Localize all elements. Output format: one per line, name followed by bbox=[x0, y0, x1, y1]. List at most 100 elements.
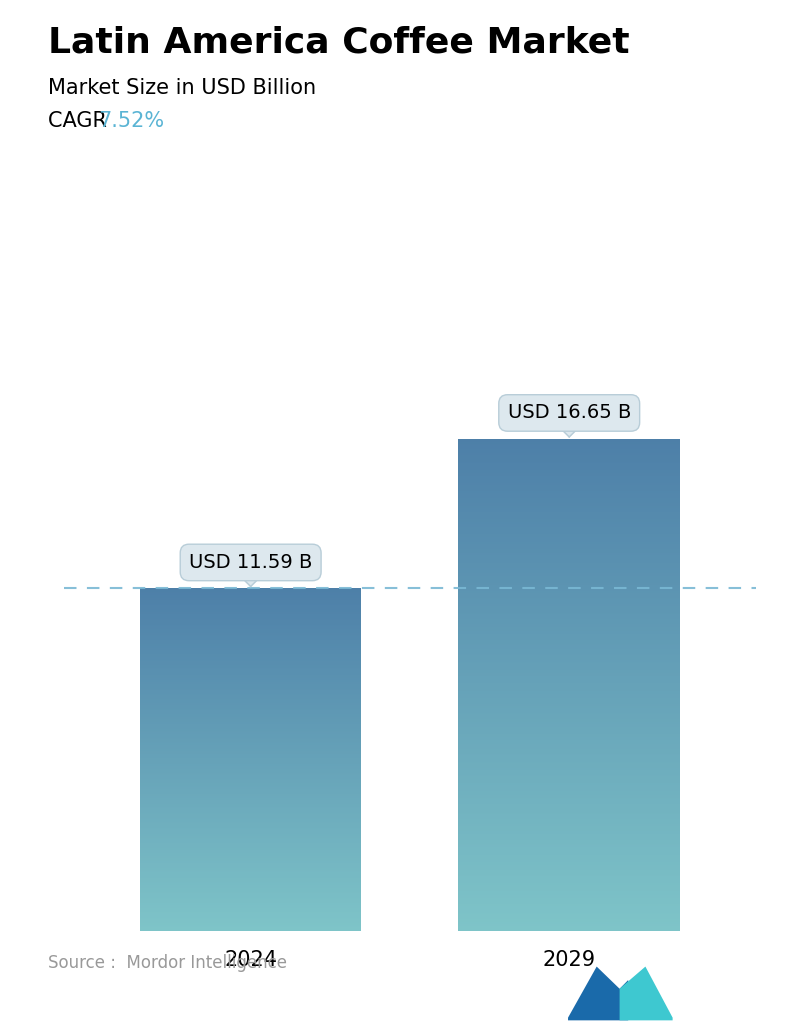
Bar bbox=[458, 743, 680, 746]
Bar bbox=[140, 686, 361, 687]
Bar bbox=[140, 889, 361, 890]
Polygon shape bbox=[619, 967, 673, 1021]
Bar bbox=[458, 493, 680, 494]
Bar bbox=[458, 920, 680, 922]
Bar bbox=[140, 910, 361, 911]
Bar bbox=[458, 668, 680, 670]
Bar bbox=[140, 646, 361, 647]
Bar bbox=[458, 731, 680, 732]
Text: USD 16.65 B: USD 16.65 B bbox=[508, 403, 631, 423]
Bar bbox=[458, 527, 680, 529]
Bar bbox=[140, 687, 361, 688]
Bar bbox=[140, 681, 361, 682]
Bar bbox=[458, 796, 680, 798]
Bar bbox=[458, 719, 680, 721]
Bar bbox=[458, 671, 680, 673]
Bar bbox=[140, 739, 361, 740]
Bar bbox=[458, 788, 680, 790]
Bar bbox=[140, 647, 361, 648]
Bar bbox=[458, 754, 680, 755]
Bar bbox=[458, 475, 680, 477]
Bar bbox=[140, 764, 361, 765]
Bar bbox=[458, 881, 680, 883]
Bar bbox=[458, 900, 680, 901]
Bar bbox=[458, 565, 680, 567]
Bar bbox=[140, 809, 361, 810]
Polygon shape bbox=[568, 967, 628, 1021]
Bar bbox=[140, 610, 361, 611]
Bar bbox=[458, 503, 680, 505]
Bar bbox=[458, 595, 680, 597]
Bar bbox=[458, 701, 680, 703]
Bar bbox=[458, 927, 680, 929]
Bar bbox=[458, 925, 680, 927]
Bar bbox=[458, 438, 680, 440]
Bar bbox=[140, 648, 361, 649]
Bar bbox=[458, 785, 680, 786]
Bar bbox=[458, 916, 680, 917]
Bar bbox=[140, 614, 361, 615]
Bar bbox=[458, 556, 680, 558]
Bar bbox=[458, 679, 680, 681]
Bar bbox=[140, 729, 361, 730]
Bar bbox=[458, 873, 680, 875]
Bar bbox=[458, 440, 680, 442]
Bar bbox=[458, 696, 680, 698]
Bar bbox=[458, 768, 680, 770]
Bar bbox=[458, 737, 680, 738]
Bar bbox=[458, 703, 680, 704]
Bar bbox=[458, 870, 680, 872]
Bar bbox=[140, 825, 361, 827]
Bar bbox=[458, 801, 680, 802]
Bar bbox=[140, 868, 361, 869]
Bar bbox=[458, 604, 680, 606]
Bar bbox=[458, 639, 680, 640]
Bar bbox=[140, 711, 361, 712]
Bar bbox=[458, 822, 680, 824]
Bar bbox=[458, 729, 680, 731]
Bar bbox=[140, 805, 361, 807]
Bar bbox=[140, 856, 361, 857]
Bar bbox=[458, 818, 680, 819]
Bar bbox=[140, 817, 361, 818]
Bar bbox=[140, 723, 361, 724]
Bar bbox=[458, 903, 680, 905]
Bar bbox=[458, 486, 680, 488]
Bar bbox=[140, 710, 361, 711]
Bar bbox=[140, 599, 361, 600]
Bar bbox=[458, 454, 680, 455]
Bar bbox=[140, 919, 361, 920]
Bar bbox=[140, 922, 361, 923]
Bar bbox=[140, 860, 361, 861]
Bar bbox=[458, 542, 680, 544]
Bar bbox=[140, 866, 361, 868]
Bar bbox=[458, 485, 680, 486]
Bar bbox=[140, 733, 361, 734]
Bar bbox=[458, 819, 680, 821]
Bar bbox=[140, 862, 361, 863]
Bar bbox=[140, 803, 361, 805]
Bar bbox=[140, 832, 361, 833]
Bar bbox=[140, 671, 361, 673]
Bar bbox=[140, 604, 361, 605]
Bar bbox=[458, 642, 680, 643]
Bar bbox=[458, 877, 680, 878]
Bar bbox=[140, 668, 361, 669]
Bar bbox=[458, 906, 680, 908]
Bar bbox=[458, 578, 680, 580]
Bar bbox=[458, 446, 680, 447]
Bar bbox=[458, 647, 680, 648]
Bar bbox=[458, 678, 680, 679]
Bar bbox=[458, 857, 680, 858]
Bar bbox=[140, 773, 361, 774]
Bar bbox=[140, 592, 361, 594]
Bar bbox=[140, 788, 361, 789]
Bar bbox=[140, 911, 361, 912]
Bar bbox=[458, 880, 680, 881]
Bar bbox=[458, 466, 680, 468]
Bar bbox=[140, 890, 361, 891]
Bar bbox=[140, 758, 361, 759]
Bar bbox=[140, 900, 361, 901]
Bar bbox=[140, 885, 361, 886]
Bar bbox=[458, 547, 680, 549]
